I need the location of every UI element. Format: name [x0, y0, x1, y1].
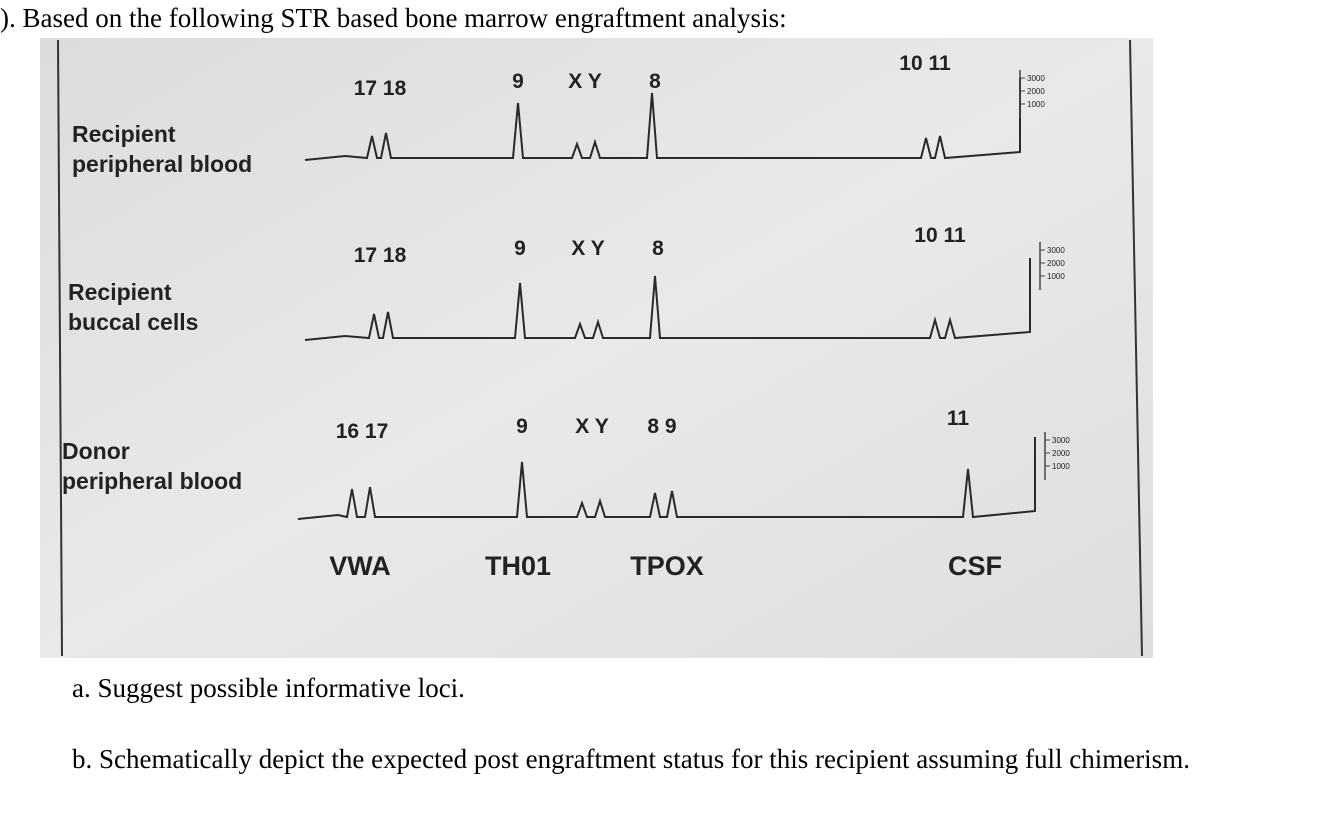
- locus-label: TPOX: [630, 551, 704, 581]
- scale-label: 2000: [1027, 87, 1045, 96]
- allele-label: 8: [649, 70, 661, 93]
- trace: [297, 437, 1036, 520]
- row-label: peripheral blood: [72, 151, 252, 177]
- row-label: Recipient: [68, 279, 172, 305]
- locus-label: VWA: [329, 551, 391, 581]
- scale-label: 1000: [1027, 100, 1045, 109]
- scale-label: 3000: [1027, 74, 1045, 83]
- heading: ). Based on the following STR based bone…: [0, 3, 787, 33]
- allele-label: 8: [652, 237, 664, 260]
- panel-edge: [57, 39, 63, 657]
- allele-label: 16 17: [336, 420, 389, 443]
- allele-label: 17 18: [354, 77, 407, 100]
- item: b. Schematically depict the expected pos…: [72, 744, 1190, 774]
- scale-label: 3000: [1047, 246, 1065, 255]
- scale-label: 2000: [1052, 449, 1070, 458]
- scale-label: 2000: [1047, 259, 1065, 268]
- allele-label: 8 9: [647, 415, 676, 438]
- allele-label: X Y: [571, 237, 604, 260]
- allele-label: 9: [516, 415, 528, 438]
- row-label: Recipient: [72, 121, 176, 147]
- allele-label: 17 18: [354, 244, 407, 267]
- allele-label: X Y: [568, 70, 601, 93]
- allele-label: 10 11: [899, 52, 951, 75]
- allele-label: X Y: [575, 415, 608, 438]
- panel-edge: [1129, 39, 1143, 657]
- figure-content: Recipient peripheral blood 17 18 9 X Y 8 10 11…: [62, 52, 1070, 581]
- allele-label: 9: [514, 237, 526, 260]
- trace: [304, 78, 1021, 161]
- photo: [40, 38, 1153, 658]
- allele-label: 11: [947, 407, 970, 430]
- allele-label: 9: [512, 70, 524, 93]
- trace: [304, 258, 1031, 341]
- item: a. Suggest possible informative loci.: [72, 673, 465, 703]
- allele-label: 10 11: [914, 224, 966, 247]
- row-label: peripheral blood: [62, 468, 242, 494]
- locus-label: CSF: [948, 551, 1002, 581]
- scale-label: 3000: [1052, 436, 1070, 445]
- row-label: Donor: [62, 438, 130, 464]
- scale-label: 1000: [1052, 462, 1070, 471]
- locus-label: TH01: [485, 551, 551, 581]
- row-label: buccal cells: [68, 309, 198, 335]
- scale-label: 1000: [1047, 272, 1065, 281]
